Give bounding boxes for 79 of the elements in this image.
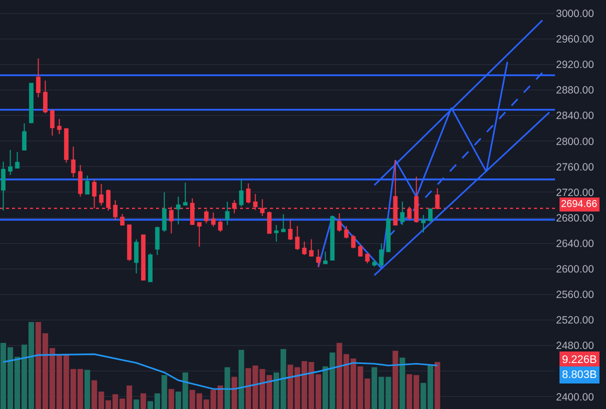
candlestick [50,108,55,136]
candlestick [218,219,223,232]
candlestick [267,211,272,234]
candlestick [162,192,167,232]
candlestick [211,212,216,228]
candlestick [372,259,377,268]
candlestick [316,248,321,268]
candlestick [197,222,202,248]
candlestick [36,58,41,98]
y-tick-label: 2600.00 [556,264,594,276]
candlestick [288,219,293,240]
y-tick-label: 2960.00 [556,34,594,46]
y-tick-label: 2640.00 [556,238,594,250]
candlestick [351,234,356,249]
bar [168,388,174,409]
bar [400,358,406,409]
candlestick [134,238,139,274]
y-tick-label: 2480.00 [556,340,594,352]
candlestick [386,218,391,252]
candlestick [148,252,153,282]
candlestick [57,118,62,134]
candlestick [344,225,349,239]
candlestick [309,238,314,258]
candlestick [176,196,181,225]
candlestick [379,242,384,268]
y-tick-label: 2560.00 [556,289,594,302]
candlestick [99,184,104,206]
candlestick [127,224,132,262]
candlestick [239,180,244,208]
bar [84,370,90,409]
candlestick [274,224,279,242]
candlestick [330,215,335,260]
y-tick-label: 2800.00 [556,136,594,148]
candlestick [246,182,251,204]
y-tick-label: 2760.00 [556,161,594,174]
candlestick [29,82,34,124]
candlestick [1,161,6,212]
bar [224,367,230,409]
bar [232,376,238,409]
y-tick-label: 2720.00 [556,186,594,199]
y-tick-label: 2920.00 [556,59,594,72]
candlestick [358,244,363,258]
candlestick [323,251,328,264]
bar [434,362,440,409]
text: 8.803B [562,369,597,381]
candlestick [15,152,20,169]
candlestick [183,182,188,206]
y-tick-label: 2520.00 [556,314,594,327]
y-tick-label: 2400.00 [556,391,594,404]
y-tick-label: 2840.00 [556,110,594,122]
bar [392,350,398,409]
y-tick-label: 2680.00 [556,212,594,224]
candlestick [302,241,307,256]
candlestick [71,146,76,178]
candlestick [155,226,160,256]
candlestick [85,175,90,194]
candlestick [337,212,342,232]
candlestick [64,128,69,164]
candlestick [365,252,370,264]
bar [134,399,140,409]
candlestick [120,213,125,226]
bar [140,393,146,409]
candlestick [295,225,300,250]
candlestick [428,208,433,222]
candlestick [225,201,230,226]
candlestick [281,214,286,232]
candlestick [8,150,13,176]
candlestick [141,234,146,280]
candlestick [421,214,426,234]
candlestick [43,80,48,114]
candlestick [400,201,405,226]
text: 9.226B [562,354,597,366]
bar [238,350,244,409]
ref-line-label: 2694.66 [561,199,598,210]
candlestick [113,200,118,220]
candlestick [78,164,83,198]
y-tick-label: 3000.00 [556,8,594,20]
candlestick [22,122,27,151]
y-tick-label: 2880.00 [556,84,594,97]
